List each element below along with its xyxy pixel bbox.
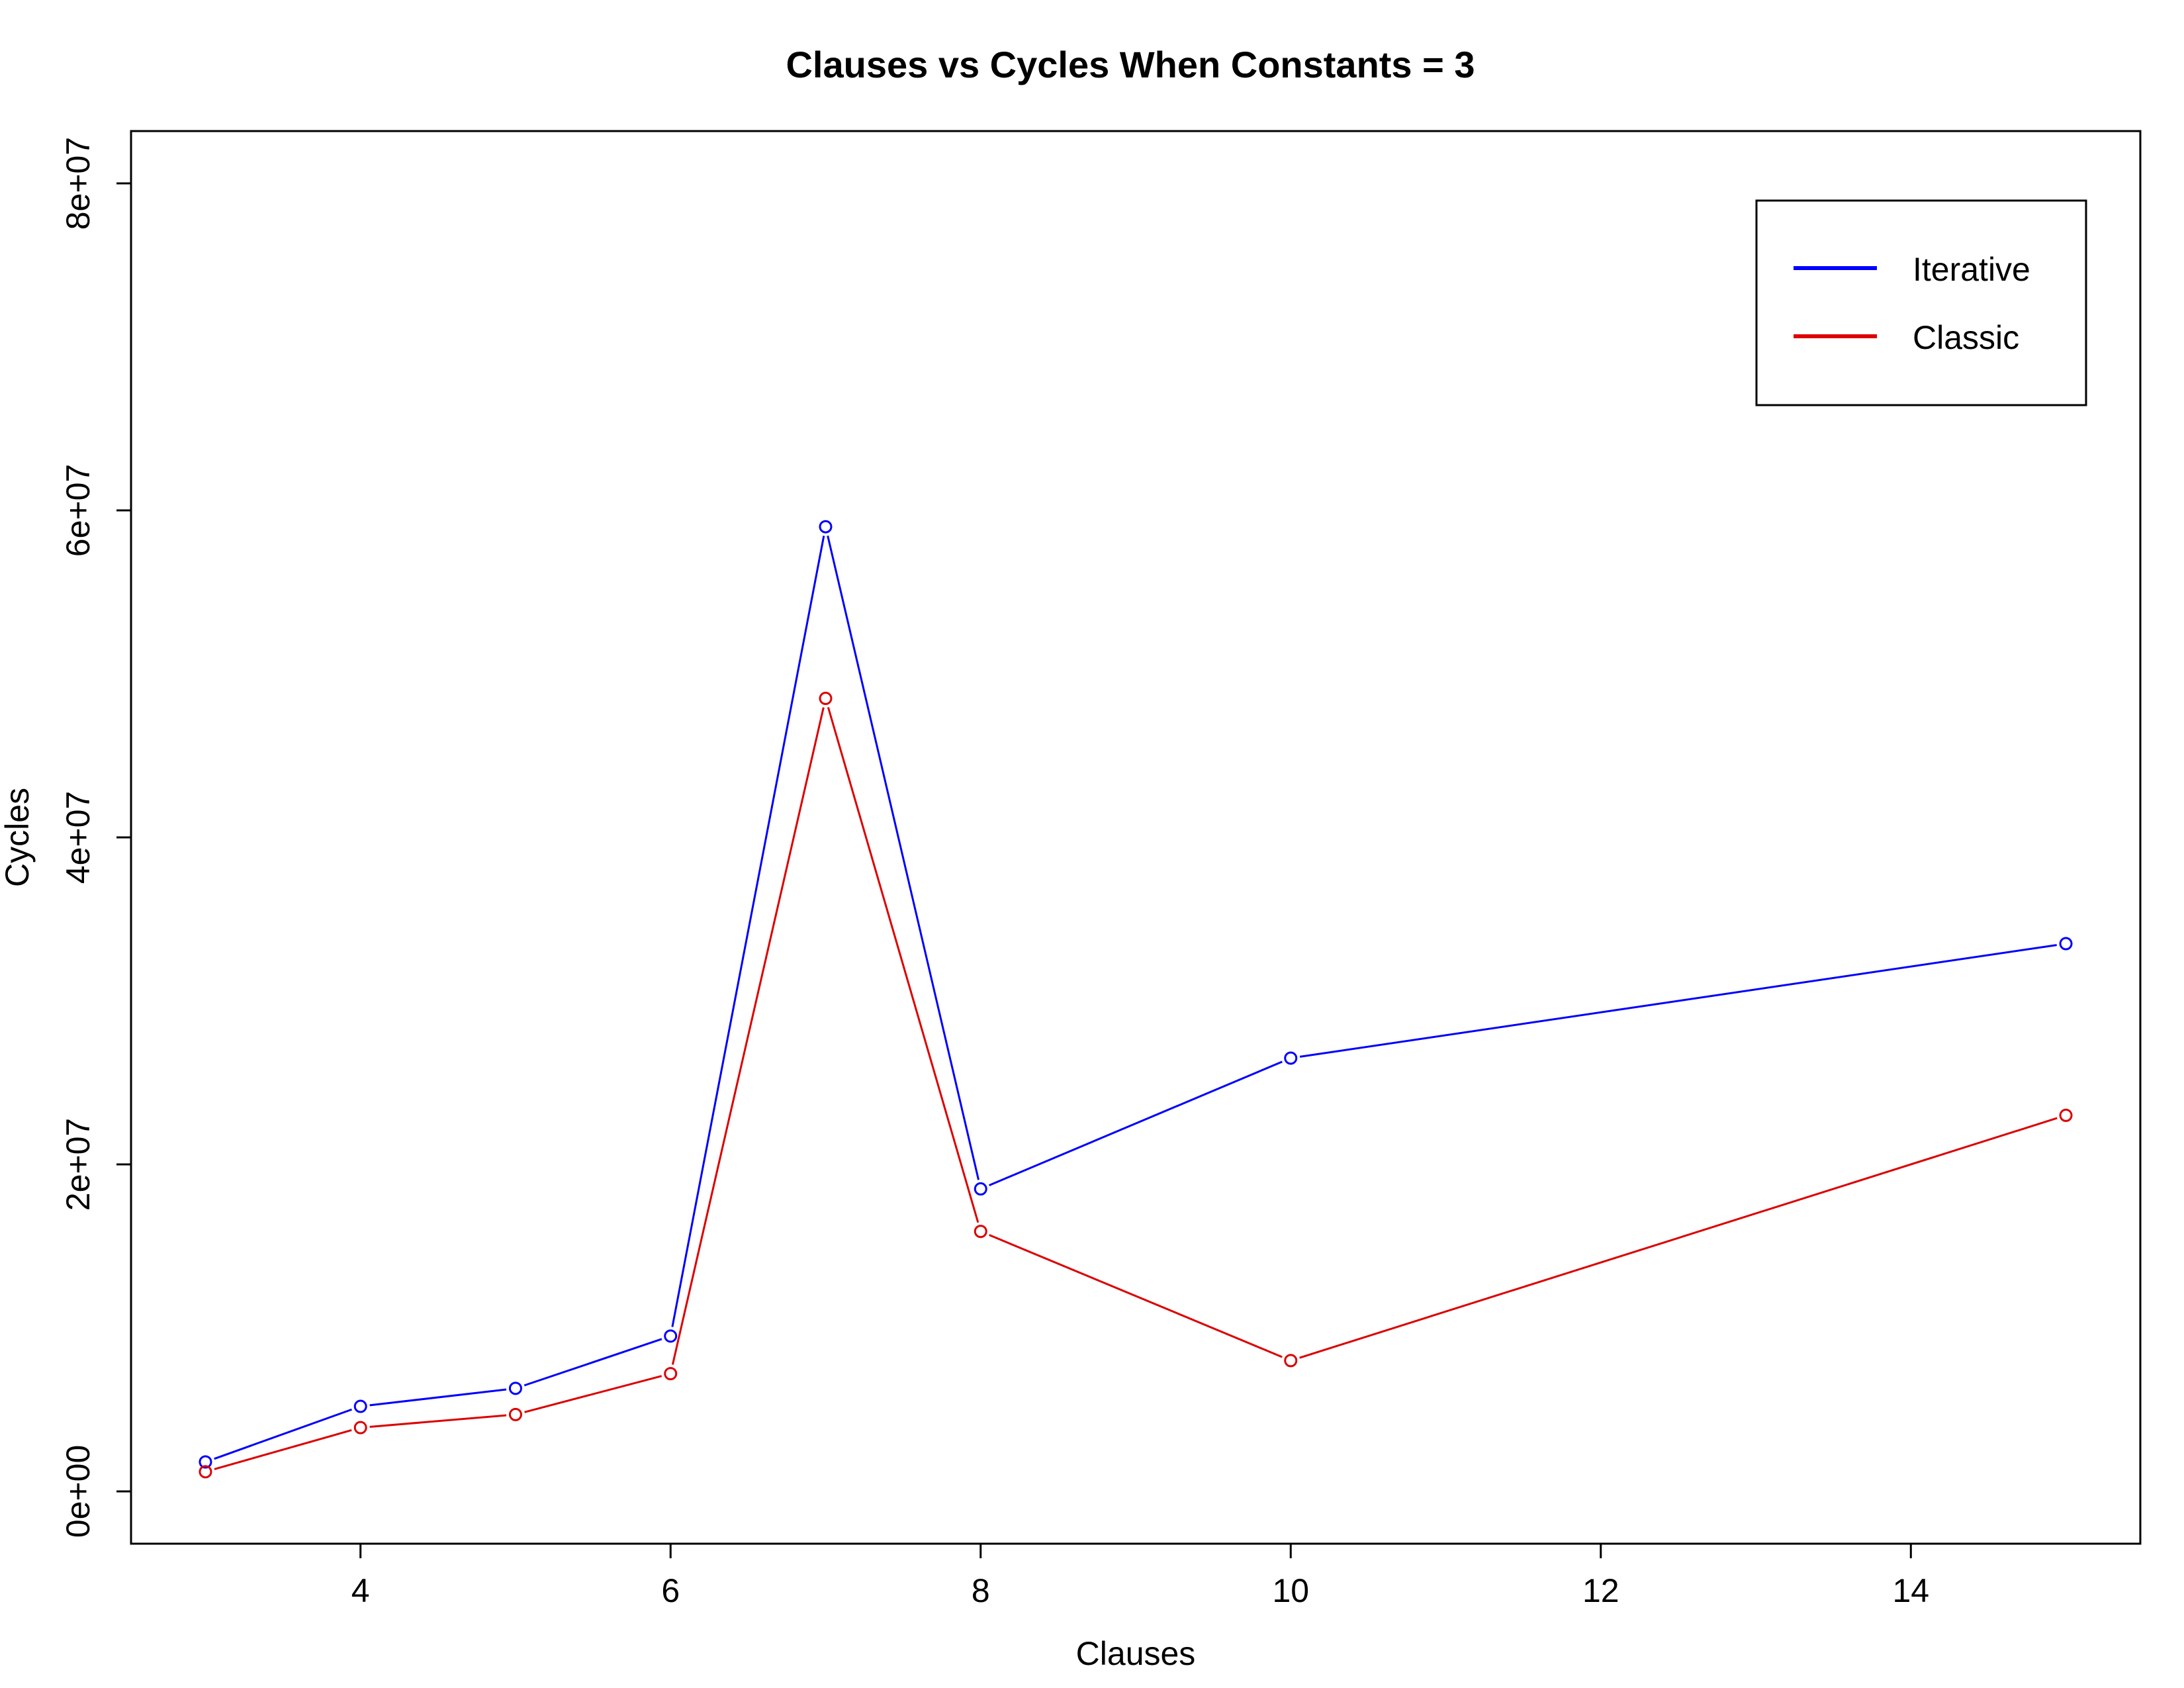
y-tick-label: 6e+07 (60, 464, 97, 557)
series-iterative-segment (214, 1408, 353, 1460)
data-point-iterative (1284, 1051, 1298, 1065)
data-point-iterative (664, 1329, 678, 1343)
series-iterative-segment (523, 1338, 662, 1387)
y-tick-label: 0e+00 (60, 1445, 97, 1538)
legend-label-classic: Classic (1913, 319, 2019, 356)
series-classic-segment (524, 1375, 662, 1413)
y-axis-label: Cycles (0, 788, 36, 887)
data-point-iterative (819, 520, 833, 534)
data-point-classic (664, 1367, 678, 1381)
data-point-classic (353, 1421, 367, 1434)
x-axis-label: Clauses (1076, 1635, 1196, 1672)
y-tick-label: 2e+07 (60, 1118, 97, 1211)
legend-label-iterative: Iterative (1913, 251, 2030, 288)
series-iterative-segment (827, 536, 980, 1180)
x-tick-label: 14 (1892, 1572, 1929, 1609)
series-classic-segment (214, 1429, 352, 1470)
x-tick-label: 12 (1582, 1572, 1619, 1609)
chart-title: Clauses vs Cycles When Constants = 3 (786, 44, 1475, 85)
series-classic (199, 692, 2073, 1479)
x-tick-label: 8 (972, 1572, 990, 1609)
data-point-classic (1284, 1354, 1298, 1368)
data-point-classic (508, 1407, 522, 1421)
series-classic-segment (1299, 1117, 2058, 1359)
data-point-classic (974, 1225, 987, 1239)
data-point-classic (199, 1465, 212, 1479)
series-iterative (199, 520, 2073, 1469)
x-axis: 4 6 8 10 12 14 (351, 1542, 1929, 1609)
data-point-classic (2059, 1108, 2073, 1122)
legend-box (1755, 199, 2087, 406)
series-classic-segment (671, 707, 825, 1365)
series-iterative-segment (369, 1388, 507, 1407)
series-iterative-segment (1299, 944, 2057, 1058)
y-tick-label: 8e+07 (60, 137, 97, 230)
y-tick-label: 4e+07 (60, 791, 97, 884)
y-axis: 0e+00 2e+07 4e+07 6e+07 8e+07 (60, 137, 132, 1538)
data-point-iterative (353, 1399, 367, 1413)
data-point-iterative (974, 1182, 987, 1196)
series-iterative-segment (671, 536, 825, 1327)
x-tick-label: 10 (1272, 1572, 1309, 1609)
series-layer (199, 520, 2073, 1479)
x-tick-label: 6 (661, 1572, 680, 1609)
series-classic-segment (989, 1234, 1283, 1358)
series-iterative-segment (989, 1060, 1283, 1186)
data-point-iterative (508, 1382, 522, 1395)
data-point-classic (819, 692, 833, 706)
legend: Iterative Classic (1755, 199, 2087, 406)
series-classic-segment (369, 1414, 507, 1428)
x-tick-label: 4 (351, 1572, 370, 1609)
series-classic-segment (827, 707, 979, 1223)
data-point-iterative (2059, 937, 2073, 951)
data-point-iterative (199, 1455, 212, 1469)
